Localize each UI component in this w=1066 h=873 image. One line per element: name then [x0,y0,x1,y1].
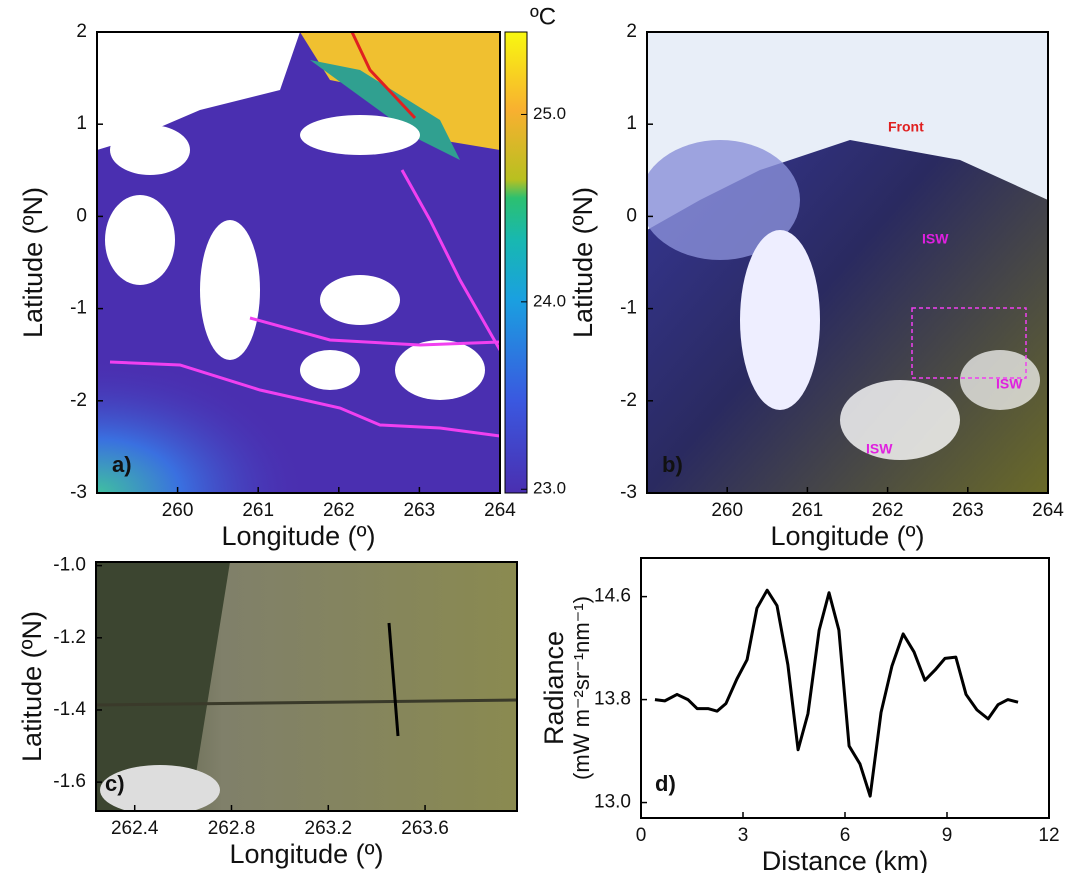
y-axis-label: Latitude (ºN) [568,187,598,338]
x-tick-label: 9 [942,825,953,846]
colorbar-tick-label: 24.0 [533,291,566,310]
y-tick-label: -2 [70,390,87,411]
x-tick-label: 0 [636,825,647,846]
x-tick-label: 261 [792,500,824,521]
x-tick-label: 264 [484,500,516,521]
y-tick-label: -1.2 [53,627,86,648]
colorbar-tick-label: 25.0 [533,104,566,123]
panel-label: b) [662,452,683,477]
y-tick-label: -1.0 [53,555,86,576]
y-tick-label: -2 [620,390,637,411]
y-tick-label: -1.4 [53,699,86,720]
x-tick-label: 264 [1032,500,1064,521]
annotation: ISW [922,231,949,247]
y-tick-label: 0 [626,205,637,226]
x-tick-label: 12 [1038,825,1059,846]
colorbar-label: ºC [530,3,556,30]
x-tick-label: 262 [872,500,904,521]
x-axis-label: Distance (km) [762,846,929,873]
x-tick-label: 262.4 [111,818,159,839]
plot-frame [96,31,501,494]
y-tick-label: 2 [76,21,87,42]
x-tick-label: 262 [323,500,355,521]
sst-image [97,32,500,493]
annotation: ISW [996,376,1023,392]
y-tick-label: 14.6 [594,586,631,607]
plot-frame [646,31,1049,494]
panel-label: d) [655,771,676,796]
plot-frame [95,561,518,812]
y-tick-label: 13.8 [594,689,631,710]
x-tick-label: 261 [242,500,274,521]
x-tick-label: 263 [404,500,436,521]
x-tick-label: 262.8 [208,818,256,839]
x-tick-label: 6 [840,825,851,846]
x-axis-label: Longitude (º) [222,521,376,551]
x-axis-label: Longitude (º) [230,839,384,869]
y-tick-label: -3 [620,482,637,503]
colorbar-tick-label: 23.0 [533,479,566,498]
y-tick-label: -1 [70,298,87,319]
x-tick-label: 3 [738,825,749,846]
y-axis-label: Latitude (ºN) [17,611,47,762]
x-tick-label: 263.2 [305,818,353,839]
y-tick-label: 13.0 [594,792,631,813]
y-tick-label: -3 [70,482,87,503]
y-axis-label: Latitude (ºN) [18,187,48,338]
annotation: ISW [866,441,893,457]
zoom-image [96,562,517,811]
x-axis-label: Longitude (º) [771,521,925,551]
y-tick-label: 0 [76,205,87,226]
y-tick-label: -1 [620,298,637,319]
colorbar-frame [504,31,528,494]
x-tick-label: 260 [162,500,194,521]
colorbar [505,32,527,493]
x-tick-label: 263 [952,500,984,521]
satellite-image [647,32,1048,493]
y-axis-units: (mW m⁻²sr⁻¹nm⁻¹) [569,596,594,780]
x-tick-label: 260 [711,500,743,521]
y-tick-label: 1 [626,113,637,134]
data-line [654,588,1019,798]
y-axis-label: Radiance [539,631,569,745]
y-tick-label: -1.6 [53,771,86,792]
y-tick-label: 2 [626,21,637,42]
panel-label: c) [105,771,125,796]
annotation: Front [888,119,924,135]
y-tick-label: 1 [76,113,87,134]
x-tick-label: 263.6 [401,818,449,839]
panel-label: a) [112,452,132,477]
